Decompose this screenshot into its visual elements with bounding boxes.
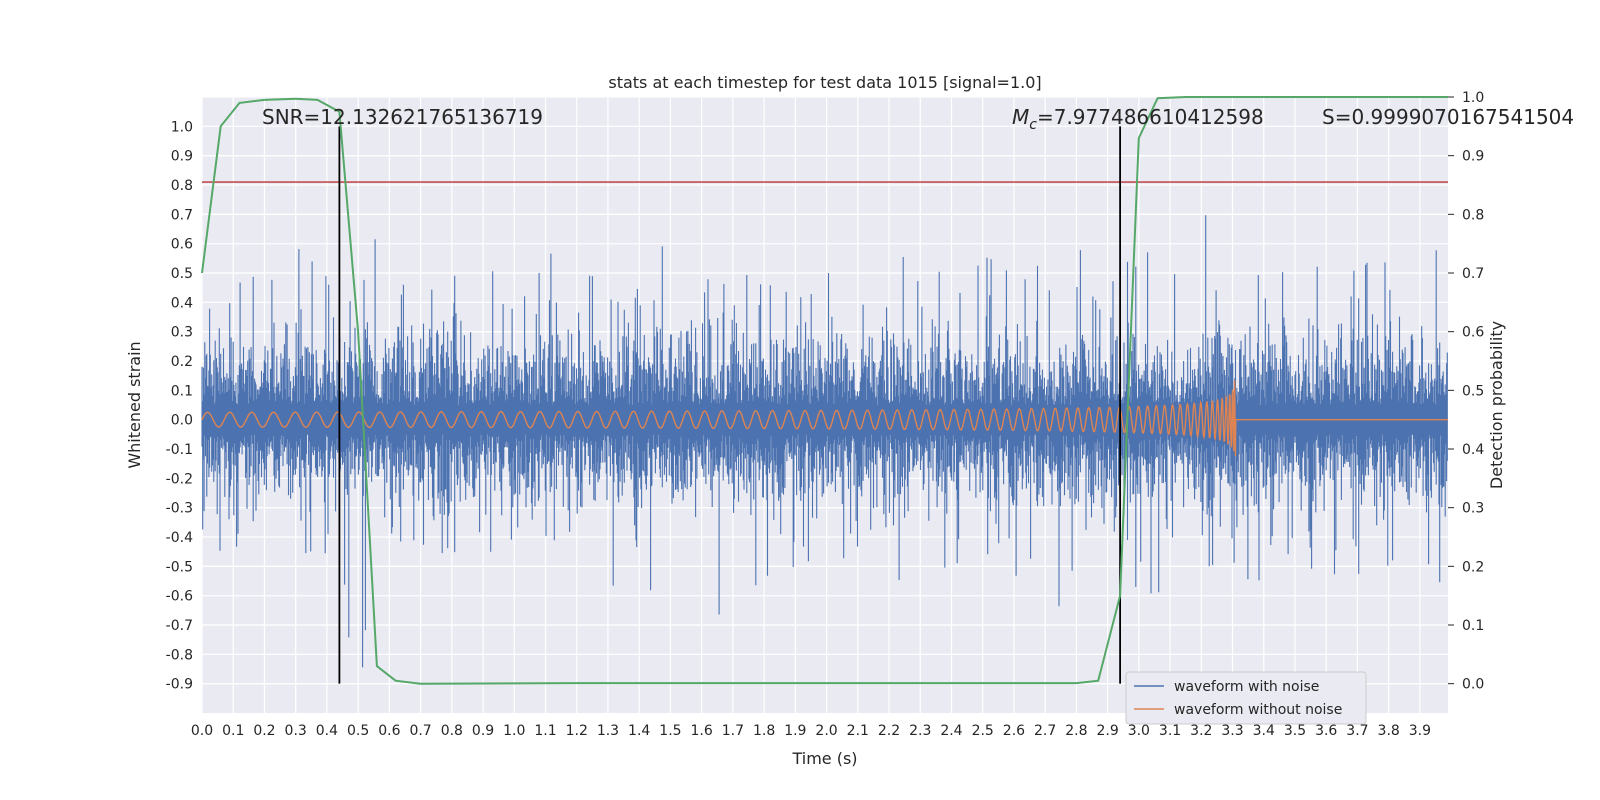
x-tick-label: 3.5 bbox=[1284, 723, 1306, 739]
y-left-tick-label: -0.3 bbox=[166, 501, 193, 517]
x-tick-label: 1.2 bbox=[566, 723, 588, 739]
x-tick-label: 0.9 bbox=[472, 723, 494, 739]
noise-waveform-line bbox=[201, 215, 1448, 668]
x-tick-label: 0.4 bbox=[316, 723, 338, 739]
y-right-tick-label: 0.8 bbox=[1462, 207, 1484, 223]
y-right-tick-label: 0.9 bbox=[1462, 149, 1484, 165]
y-axis-right-label: Detection probability bbox=[1487, 321, 1506, 489]
y-left-tick-label: 0.5 bbox=[171, 266, 193, 282]
detection-probability-line bbox=[201, 96, 1448, 685]
legend-label-clean: waveform without noise bbox=[1174, 702, 1342, 718]
y-right-tick-label: 0.5 bbox=[1462, 383, 1484, 399]
x-tick-label: 3.2 bbox=[1190, 723, 1212, 739]
x-tick-label: 1.3 bbox=[597, 723, 619, 739]
x-tick-label: 0.5 bbox=[347, 723, 369, 739]
y-left-tick-label: -0.1 bbox=[166, 442, 193, 458]
mc-symbol: M bbox=[1012, 105, 1029, 129]
y-left-tick-label: -0.6 bbox=[166, 589, 193, 605]
x-tick-label: 0.1 bbox=[222, 723, 244, 739]
x-tick-label: 3.0 bbox=[1128, 723, 1150, 739]
x-tick-label: 2.6 bbox=[1003, 723, 1025, 739]
y-right-tick-label: 0.7 bbox=[1462, 266, 1484, 282]
series-waveform-with-noise bbox=[201, 215, 1448, 668]
y-right-tick-label: 0.2 bbox=[1462, 559, 1484, 575]
y-right-tick-label: 0.1 bbox=[1462, 618, 1484, 634]
y-left-tick-label: 0.2 bbox=[171, 354, 193, 370]
y-right-tick-label: 0.0 bbox=[1462, 677, 1484, 693]
y-left-tick-label: -0.2 bbox=[166, 471, 193, 487]
chirp-mass-annotation: Mc=7.977486610412598 bbox=[1012, 105, 1264, 133]
snr-annotation: SNR=12.132621765136719 bbox=[262, 105, 543, 129]
x-tick-label: 0.6 bbox=[378, 723, 400, 739]
x-tick-label: 1.9 bbox=[784, 723, 806, 739]
y-left-tick-label: 0.9 bbox=[171, 149, 193, 165]
y-left-tick-label: 0.0 bbox=[171, 413, 193, 429]
x-tick-label: 2.2 bbox=[878, 723, 900, 739]
legend: waveform with noise waveform without noi… bbox=[1125, 671, 1367, 725]
y-left-tick-label: -0.8 bbox=[166, 647, 193, 663]
x-tick-label: 1.7 bbox=[722, 723, 744, 739]
x-tick-label: 0.0 bbox=[191, 723, 213, 739]
y-left-tick-label: -0.5 bbox=[166, 559, 193, 575]
y-left-tick-label: 0.6 bbox=[171, 237, 193, 253]
y-right-tick-label: 0.6 bbox=[1462, 325, 1484, 341]
x-tick-label: 2.9 bbox=[1096, 723, 1118, 739]
x-tick-label: 2.1 bbox=[847, 723, 869, 739]
x-axis-label: Time (s) bbox=[791, 749, 857, 768]
y-left-tick-label: -0.4 bbox=[166, 530, 193, 546]
x-tick-label: 0.2 bbox=[253, 723, 275, 739]
x-tick-label: 0.3 bbox=[285, 723, 307, 739]
mc-subscript: c bbox=[1029, 117, 1037, 133]
y-right-tick-label: 1.0 bbox=[1462, 90, 1484, 106]
x-tick-label: 0.7 bbox=[409, 723, 431, 739]
x-tick-label: 2.7 bbox=[1034, 723, 1056, 739]
x-tick-label: 3.3 bbox=[1221, 723, 1243, 739]
x-tick-label: 1.4 bbox=[628, 723, 650, 739]
x-tick-label: 2.3 bbox=[909, 723, 931, 739]
x-tick-label: 1.5 bbox=[659, 723, 681, 739]
y-axis-left-label: Whitened strain bbox=[125, 341, 144, 468]
x-tick-label: 1.8 bbox=[753, 723, 775, 739]
x-tick-label: 1.6 bbox=[691, 723, 713, 739]
clean-waveform-line bbox=[201, 380, 1448, 457]
chart-title: stats at each timestep for test data 101… bbox=[608, 73, 1041, 92]
x-tick-label: 2.5 bbox=[972, 723, 994, 739]
series-waveform-without-noise bbox=[201, 380, 1448, 457]
y-axis-right-ticks: 1.0 0.9 0.8 0.7 0.6 0.5 0.4 0.3 0.2 0.1 0.0 bbox=[1448, 90, 1484, 693]
y-right-tick-label: 0.4 bbox=[1462, 442, 1484, 458]
x-tick-label: 0.8 bbox=[441, 723, 463, 739]
y-left-tick-label: -0.9 bbox=[166, 677, 193, 693]
y-left-tick-label: -0.7 bbox=[166, 618, 193, 634]
x-axis-ticks: 0.0 0.1 0.2 0.3 0.4 0.5 0.6 0.7 0.8 0.9 1.0 1.1 1.2 1… bbox=[191, 723, 1431, 739]
x-tick-label: 1.0 bbox=[503, 723, 525, 739]
score-annotation: S=0.9999070167541504 bbox=[1322, 105, 1574, 129]
x-tick-label: 2.0 bbox=[815, 723, 837, 739]
x-tick-label: 3.4 bbox=[1253, 723, 1275, 739]
y-left-tick-label: 0.8 bbox=[171, 178, 193, 194]
x-tick-label: 3.8 bbox=[1378, 723, 1400, 739]
x-tick-label: 3.1 bbox=[1159, 723, 1181, 739]
y-left-tick-label: 0.1 bbox=[171, 383, 193, 399]
mc-value: =7.977486610412598 bbox=[1037, 105, 1264, 129]
x-tick-label: 3.9 bbox=[1409, 723, 1431, 739]
x-tick-label: 1.1 bbox=[534, 723, 556, 739]
y-left-tick-label: 0.4 bbox=[171, 295, 193, 311]
y-axis-left-ticks: 1.0 0.9 0.8 0.7 0.6 0.5 0.4 0.3 0.2 0.1 0.0 -0.1 -0.… bbox=[166, 119, 193, 692]
x-tick-label: 2.8 bbox=[1065, 723, 1087, 739]
y-left-tick-label: 0.7 bbox=[171, 207, 193, 223]
y-left-tick-label: 0.3 bbox=[171, 325, 193, 341]
y-left-tick-label: 1.0 bbox=[171, 119, 193, 135]
legend-box bbox=[1125, 671, 1367, 725]
x-tick-label: 3.6 bbox=[1315, 723, 1337, 739]
x-tick-label: 2.4 bbox=[940, 723, 962, 739]
overlays bbox=[201, 96, 1448, 685]
x-tick-label: 3.7 bbox=[1346, 723, 1368, 739]
legend-label-noise: waveform with noise bbox=[1174, 679, 1319, 695]
y-right-tick-label: 0.3 bbox=[1462, 501, 1484, 517]
